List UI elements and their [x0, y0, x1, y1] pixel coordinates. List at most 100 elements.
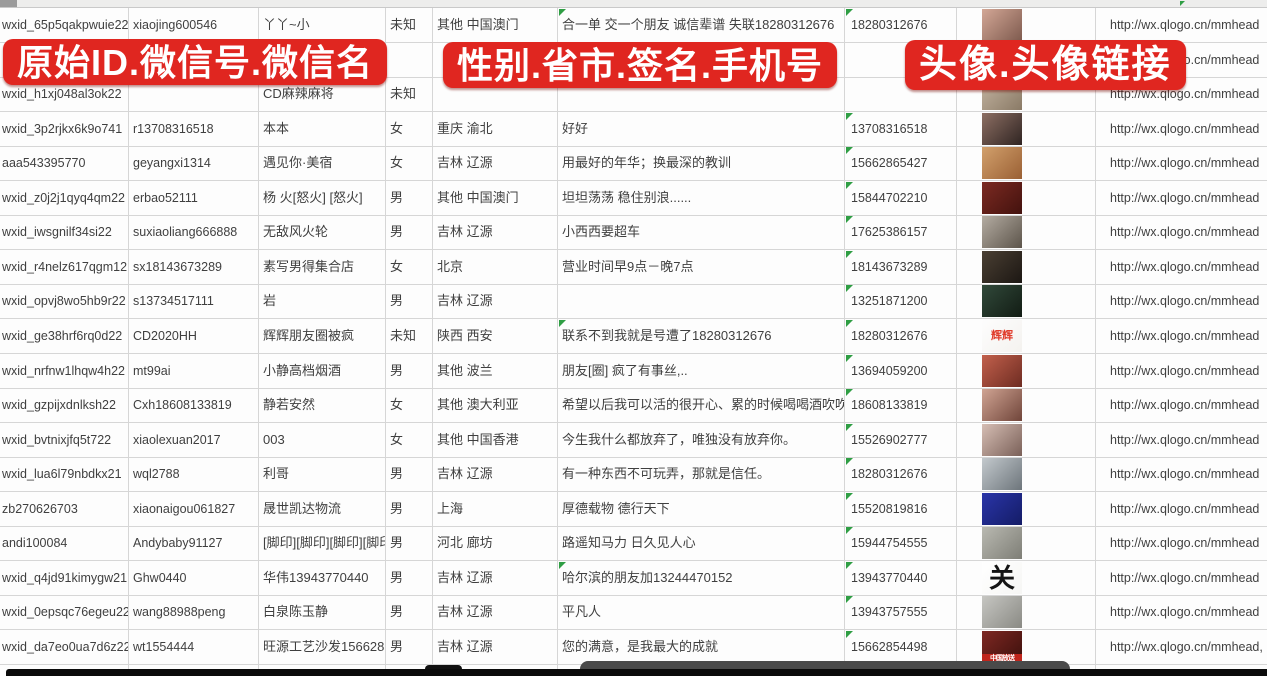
cell-avatar-link[interactable]: http://wx.qlogo.cn/mmhead	[1110, 122, 1260, 136]
cell-original-id[interactable]: wxid_h1xj048al3ok22	[0, 77, 129, 111]
cell-wechat-name[interactable]: 华伟13943770440	[259, 561, 386, 595]
cell-avatar[interactable]	[957, 354, 1096, 388]
cell-avatar[interactable]	[957, 146, 1096, 180]
cell-avatar[interactable]	[957, 112, 1096, 146]
cell-original-id[interactable]: wxid_3p2rjkx6k9o741	[0, 112, 129, 146]
cell-wechat-number[interactable]: xiaojing600546	[129, 8, 259, 42]
cell-avatar[interactable]	[957, 595, 1096, 629]
cell-province-city[interactable]: 河北 廊坊	[433, 526, 558, 560]
cell-signature[interactable]: 有一种东西不可玩弄，那就是信任。	[558, 457, 845, 491]
cell-avatar-link[interactable]: http://wx.qlogo.cn/mmhead	[1110, 536, 1260, 550]
cell-wechat-number[interactable]: Cxh18608133819	[129, 388, 259, 422]
cell-wechat-name[interactable]: 白泉陈玉静	[259, 595, 386, 629]
cell-wechat-number[interactable]: Andybaby91127	[129, 526, 259, 560]
cell-gender[interactable]: 男	[386, 457, 433, 491]
cell-wechat-name[interactable]: 003	[259, 423, 386, 457]
avatar-image[interactable]: 关	[982, 562, 1022, 594]
avatar-image[interactable]	[982, 424, 1022, 456]
cell-gender[interactable]: 男	[386, 630, 433, 664]
cell-gender[interactable]: 男	[386, 492, 433, 526]
cell-phone-number[interactable]: 18143673289	[845, 250, 957, 284]
cell-wechat-number[interactable]: wql2788	[129, 457, 259, 491]
cell-province-city[interactable]: 其他 中国澳门	[433, 8, 558, 42]
cell-wechat-name[interactable]: [脚印][脚印][脚印][脚印	[259, 526, 386, 560]
cell-phone-number[interactable]	[845, 77, 957, 111]
cell-gender[interactable]: 未知	[386, 77, 433, 111]
cell-province-city[interactable]: 吉林 辽源	[433, 215, 558, 249]
cell-avatar-link[interactable]: http://wx.qlogo.cn/mmhead	[1110, 364, 1260, 378]
cell-gender[interactable]: 女	[386, 423, 433, 457]
cell-province-city[interactable]: 其他 波兰	[433, 354, 558, 388]
avatar-image[interactable]	[982, 9, 1022, 41]
avatar-image[interactable]	[982, 113, 1022, 145]
cell-original-id[interactable]: wxid_z0j2j1qyq4qm22	[0, 181, 129, 215]
cell-wechat-name[interactable]: 素写男得集合店	[259, 250, 386, 284]
cell-avatar[interactable]	[957, 526, 1096, 560]
cell-gender[interactable]: 男	[386, 284, 433, 318]
cell-phone-number[interactable]: 15662865427	[845, 146, 957, 180]
cell-original-id[interactable]: zb270626703	[0, 492, 129, 526]
cell-avatar[interactable]	[957, 250, 1096, 284]
cell-signature[interactable]: 您的满意，是我最大的成就	[558, 630, 845, 664]
cell-wechat-number[interactable]: s13734517111	[129, 284, 259, 318]
cell-original-id[interactable]: wxid_iwsgnilf34si22	[0, 215, 129, 249]
avatar-image[interactable]	[982, 493, 1022, 525]
cell-phone-number[interactable]: 18280312676	[845, 457, 957, 491]
cell-wechat-name[interactable]: 静若安然	[259, 388, 386, 422]
avatar-image[interactable]	[982, 216, 1022, 248]
cell-wechat-number[interactable]: suxiaoliang666888	[129, 215, 259, 249]
cell-avatar-link[interactable]: http://wx.qlogo.cn/mmhead	[1110, 156, 1260, 170]
cell-gender[interactable]: 男	[386, 181, 433, 215]
cell-avatar-link[interactable]: http://wx.qlogo.cn/mmhead	[1110, 260, 1260, 274]
cell-wechat-number[interactable]: wang88988peng	[129, 595, 259, 629]
cell-signature[interactable]: 朋友[圈] 疯了有事丝,..	[558, 354, 845, 388]
cell-wechat-number[interactable]: wt1554444	[129, 630, 259, 664]
cell-avatar-link[interactable]: http://wx.qlogo.cn/mmhead	[1110, 605, 1260, 619]
cell-avatar-link[interactable]: http://wx.qlogo.cn/mmhead	[1110, 329, 1260, 343]
cell-province-city[interactable]: 其他 澳大利亚	[433, 388, 558, 422]
cell-original-id[interactable]: wxid_nrfnw1lhqw4h22	[0, 354, 129, 388]
cell-gender[interactable]: 男	[386, 354, 433, 388]
cell-avatar[interactable]	[957, 492, 1096, 526]
cell-wechat-name[interactable]: 小静高档烟酒	[259, 354, 386, 388]
cell-wechat-number[interactable]: xiaolexuan2017	[129, 423, 259, 457]
cell-wechat-number[interactable]: geyangxi1314	[129, 146, 259, 180]
cell-avatar[interactable]	[957, 215, 1096, 249]
cell-avatar-link[interactable]: http://wx.qlogo.cn/mmhead,	[1110, 640, 1263, 654]
cell-original-id[interactable]: wxid_lua6l79nbdkx21	[0, 457, 129, 491]
avatar-image[interactable]: 辉辉	[982, 320, 1022, 352]
cell-wechat-number[interactable]: CD2020HH	[129, 319, 259, 353]
cell-original-id[interactable]: wxid_r4nelz617qgm12	[0, 250, 129, 284]
cell-gender[interactable]: 未知	[386, 8, 433, 42]
cell-signature[interactable]: 用最好的年华；换最深的教训	[558, 146, 845, 180]
cell-avatar-link[interactable]: http://wx.qlogo.cn/mmhead	[1110, 467, 1260, 481]
cell-phone-number[interactable]: 13251871200	[845, 284, 957, 318]
cell-province-city[interactable]: 吉林 辽源	[433, 146, 558, 180]
cell-original-id[interactable]: wxid_gzpijxdnlksh22	[0, 388, 129, 422]
cell-phone-number[interactable]: 17625386157	[845, 215, 957, 249]
cell-province-city[interactable]: 陕西 西安	[433, 319, 558, 353]
cell-wechat-name[interactable]: 遇见你·美宿	[259, 146, 386, 180]
cell-avatar-link[interactable]: http://wx.qlogo.cn/mmhead	[1110, 294, 1260, 308]
cell-wechat-name[interactable]: 晟世凯达物流	[259, 492, 386, 526]
cell-signature[interactable]: 营业时间早9点－晚7点	[558, 250, 845, 284]
cell-province-city[interactable]: 其他 中国澳门	[433, 181, 558, 215]
cell-signature[interactable]: 路遥知马力 日久见人心	[558, 526, 845, 560]
cell-wechat-name[interactable]: 利哥	[259, 457, 386, 491]
cell-phone-number[interactable]: 18280312676	[845, 8, 957, 42]
cell-wechat-name[interactable]: 岩	[259, 284, 386, 318]
cell-wechat-name[interactable]: 无敌风火轮	[259, 215, 386, 249]
cell-original-id[interactable]: wxid_65p5qakpwuie22	[0, 8, 129, 42]
cell-province-city[interactable]: 重庆 渝北	[433, 112, 558, 146]
cell-gender[interactable]: 女	[386, 112, 433, 146]
cell-province-city[interactable]: 吉林 辽源	[433, 630, 558, 664]
cell-wechat-name[interactable]: 杨 火[怒火] [怒火]	[259, 181, 386, 215]
avatar-image[interactable]	[982, 355, 1022, 387]
cell-province-city[interactable]: 上海	[433, 492, 558, 526]
avatar-image[interactable]	[982, 596, 1022, 628]
cell-original-id[interactable]: andi100084	[0, 526, 129, 560]
avatar-image[interactable]	[982, 389, 1022, 421]
cell-avatar[interactable]	[957, 457, 1096, 491]
cell-wechat-number[interactable]: erbao52111	[129, 181, 259, 215]
cell-province-city[interactable]: 其他 中国香港	[433, 423, 558, 457]
